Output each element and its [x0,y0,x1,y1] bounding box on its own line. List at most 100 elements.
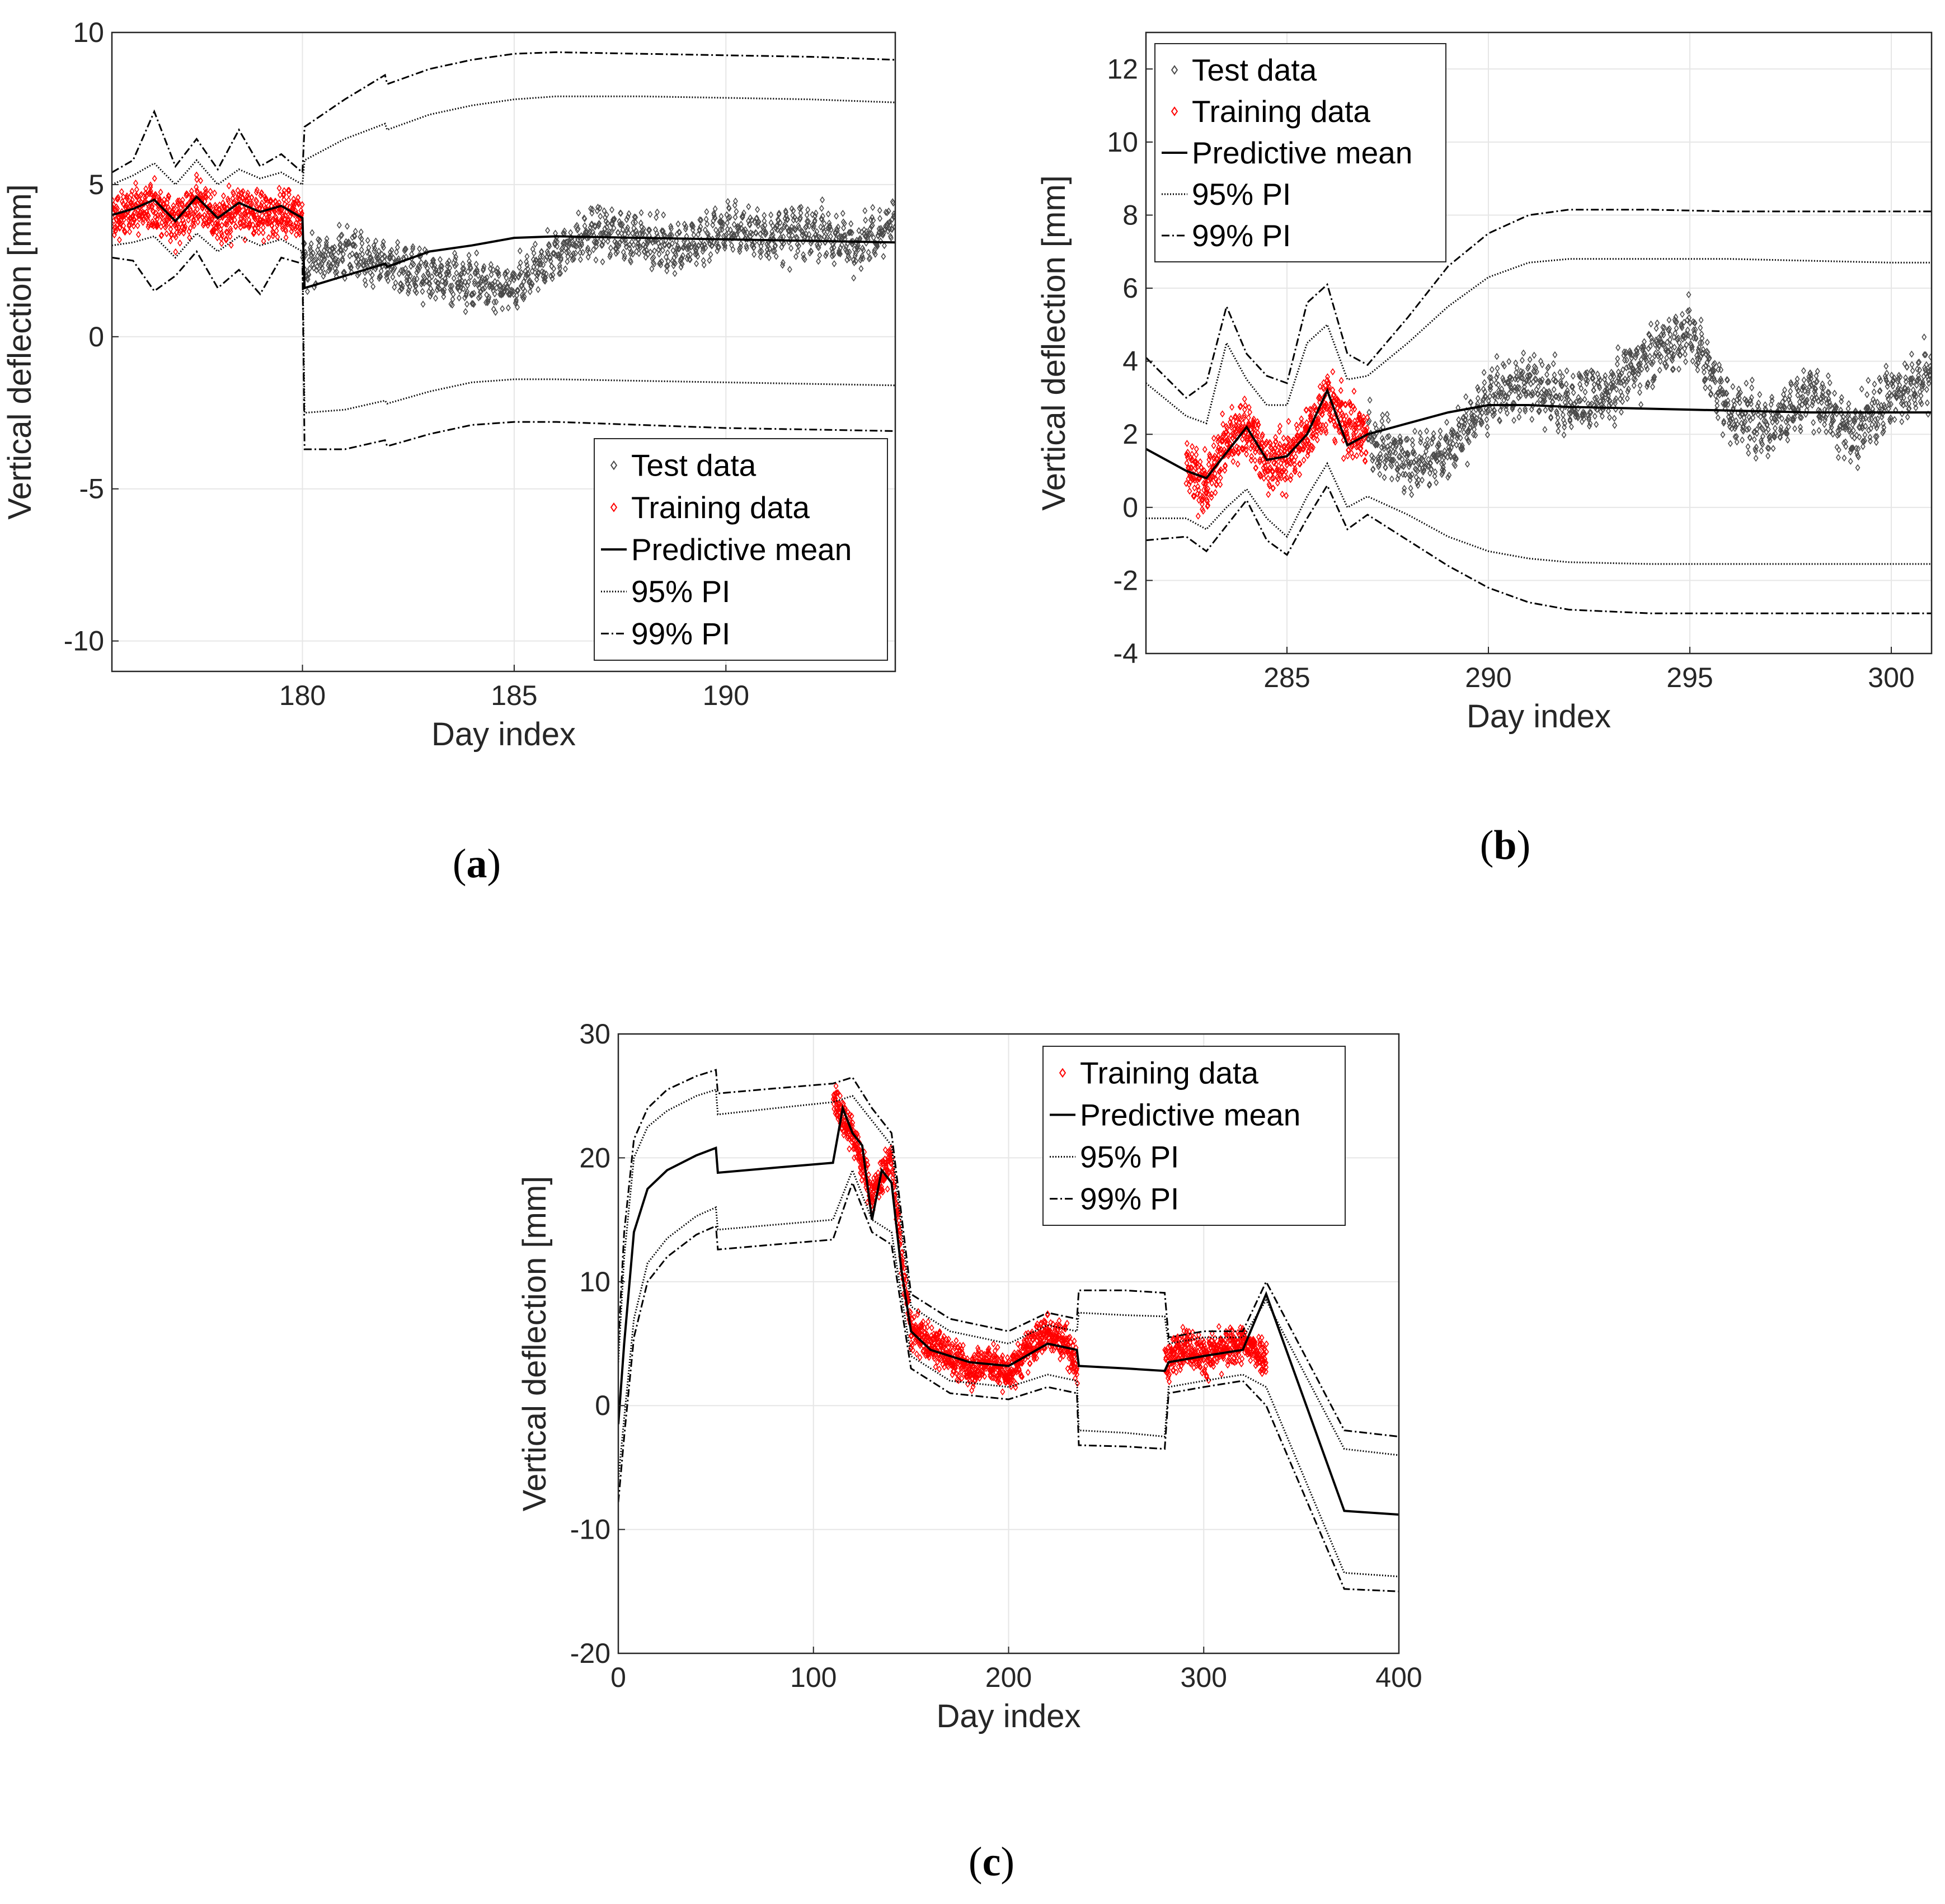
test-data-marker [1643,355,1648,363]
test-data-marker [439,278,445,285]
test-data-marker [851,274,857,282]
test-data-marker [866,248,871,256]
test-data-marker [562,265,568,273]
training-data-marker [1256,421,1261,429]
test-data-marker [531,263,537,271]
test-data-marker [614,242,620,250]
test-data-marker [525,271,531,278]
training-data-marker [875,1169,881,1177]
test-data-marker [1402,485,1407,492]
test-data-marker [1631,365,1636,373]
training-data-marker [946,1336,951,1343]
test-data-marker [1416,458,1422,466]
test-data-marker [1598,376,1603,384]
test-data-marker [1744,426,1750,434]
test-data-marker [1525,389,1531,396]
test-data-marker [1550,398,1556,406]
test-data-marker [387,252,393,260]
test-data-marker [1751,410,1756,417]
training-data-marker [1251,419,1256,427]
training-data-marker [1191,474,1197,482]
test-data-marker [1399,448,1405,455]
test-data-marker [1850,444,1856,452]
test-data-marker [1570,407,1575,414]
test-data-marker [831,243,837,251]
training-data-marker [249,194,255,201]
test-data-marker [716,232,721,239]
test-data-marker [1727,440,1733,448]
training-data-marker [1196,486,1201,494]
test-data-marker [701,261,707,269]
test-data-marker [796,224,802,232]
training-data-marker [120,200,126,208]
training-data-marker [1299,419,1304,427]
test-data-marker [611,224,617,232]
test-data-marker [587,228,593,236]
test-data-marker [703,244,708,252]
test-data-marker [814,228,820,236]
test-data-marker [1885,383,1890,391]
test-data-marker [324,235,330,243]
training-data-marker [249,200,255,208]
test-data-marker [1458,434,1463,442]
test-data-marker [1730,383,1736,391]
test-data-marker [738,220,744,228]
training-data-marker [1212,452,1218,460]
test-data-marker [1882,403,1887,411]
test-data-marker [1376,463,1382,471]
test-data-marker [1643,363,1649,370]
training-data-marker [140,219,146,226]
test-data-marker [862,207,868,214]
training-data-marker [195,218,201,226]
test-data-marker [793,225,798,233]
training-data-marker [1347,398,1352,406]
x-tick-label: 295 [1666,662,1713,693]
test-data-marker [1555,413,1561,421]
test-data-marker [848,228,853,236]
training-data-marker [162,223,168,231]
training-data-marker [1194,459,1200,467]
test-data-marker [1907,394,1913,402]
test-data-marker [756,218,762,225]
test-data-marker [1872,416,1878,424]
test-data-marker [602,207,607,215]
training-data-marker [186,212,191,220]
test-data-marker [618,209,624,217]
test-data-marker [1605,392,1611,400]
training-data-marker [1194,451,1199,459]
test-data-marker [514,296,519,304]
training-data-marker [1330,368,1336,375]
test-data-marker [1729,425,1735,432]
training-data-marker [207,201,213,209]
test-data-marker [1757,391,1763,398]
training-data-marker [1324,403,1330,410]
test-data-marker [1697,355,1703,363]
test-data-marker [886,207,891,215]
test-data-marker [676,245,682,253]
y-tick-label: 8 [1122,199,1138,231]
test-data-marker [389,246,394,254]
test-data-marker [1501,362,1507,370]
training-data-marker [209,215,215,223]
training-data-marker [1191,492,1196,500]
training-data-marker [1265,474,1271,482]
training-data-marker [1349,420,1354,428]
test-data-marker [1711,360,1716,368]
test-data-marker [1855,453,1861,461]
training-data-marker [168,231,174,239]
test-data-marker [1568,398,1573,406]
test-data-marker [795,247,801,255]
legend-label: Predictive mean [1192,135,1412,170]
training-data-marker [1190,443,1195,450]
test-data-marker [1547,389,1553,397]
test-data-marker [1523,405,1528,413]
test-data-marker [807,249,812,257]
y-tick-label: -2 [1114,565,1138,596]
test-data-marker [533,256,539,264]
test-data-marker [1587,408,1592,416]
test-data-marker [1629,351,1635,359]
training-data-marker [1310,444,1316,452]
test-data-marker [1578,397,1584,405]
test-data-marker [1818,413,1824,421]
test-data-marker [480,285,486,293]
